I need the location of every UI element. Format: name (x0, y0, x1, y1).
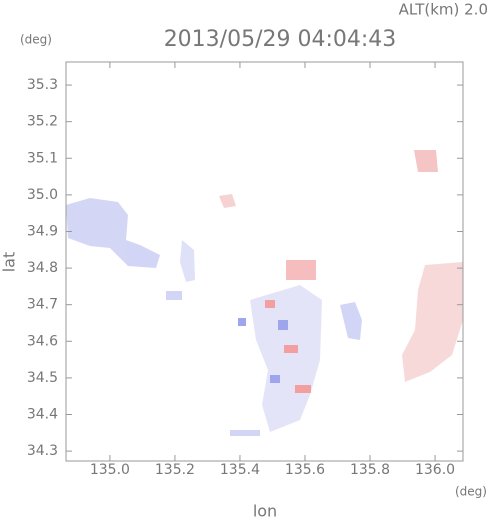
x-tick-label: 135.8 (350, 462, 390, 478)
echo (250, 285, 322, 432)
y-tick-label: 35.3 (27, 77, 58, 93)
y-tick-label: 34.8 (27, 260, 58, 276)
y-tick-label: 34.9 (27, 223, 58, 239)
x-unit: (deg) (455, 485, 487, 499)
echo (230, 430, 260, 436)
y-unit: (deg) (20, 33, 52, 47)
y-tick-label: 34.7 (27, 297, 58, 313)
x-axis-label: lon (253, 502, 277, 521)
y-axis-label: lat (0, 252, 19, 273)
echo (238, 318, 246, 326)
echo (278, 320, 288, 330)
echo (66, 198, 160, 268)
y-tick-label: 34.6 (27, 333, 58, 349)
y-tick-label: 35.1 (27, 150, 58, 166)
echo (265, 300, 275, 308)
y-tick-label: 34.4 (27, 407, 58, 423)
echo (219, 194, 236, 208)
x-tick-label: 135.6 (285, 462, 325, 478)
plot-frame (65, 61, 464, 462)
y-tick-label: 35.2 (27, 114, 58, 130)
x-tick-label: 135.4 (220, 462, 260, 478)
echo (270, 375, 280, 383)
y-tick-label: 34.5 (27, 370, 58, 386)
echo (402, 262, 463, 382)
echo (166, 291, 182, 300)
y-tick-label: 35.0 (27, 187, 58, 203)
echo (180, 240, 195, 282)
echo (340, 302, 362, 340)
chart-title: 2013/05/29 04:04:43 (164, 27, 397, 52)
echo (295, 385, 311, 393)
subtitle: ALT(km) 2.0 (399, 1, 488, 19)
x-tick-label: 135.0 (90, 462, 130, 478)
echo (286, 260, 316, 280)
y-tick-label: 34.3 (27, 443, 58, 459)
x-tick-label: 135.2 (155, 462, 195, 478)
x-tick-label: 136.0 (415, 462, 455, 478)
echo (284, 345, 298, 353)
echo (414, 150, 438, 172)
echo-field (66, 150, 463, 436)
